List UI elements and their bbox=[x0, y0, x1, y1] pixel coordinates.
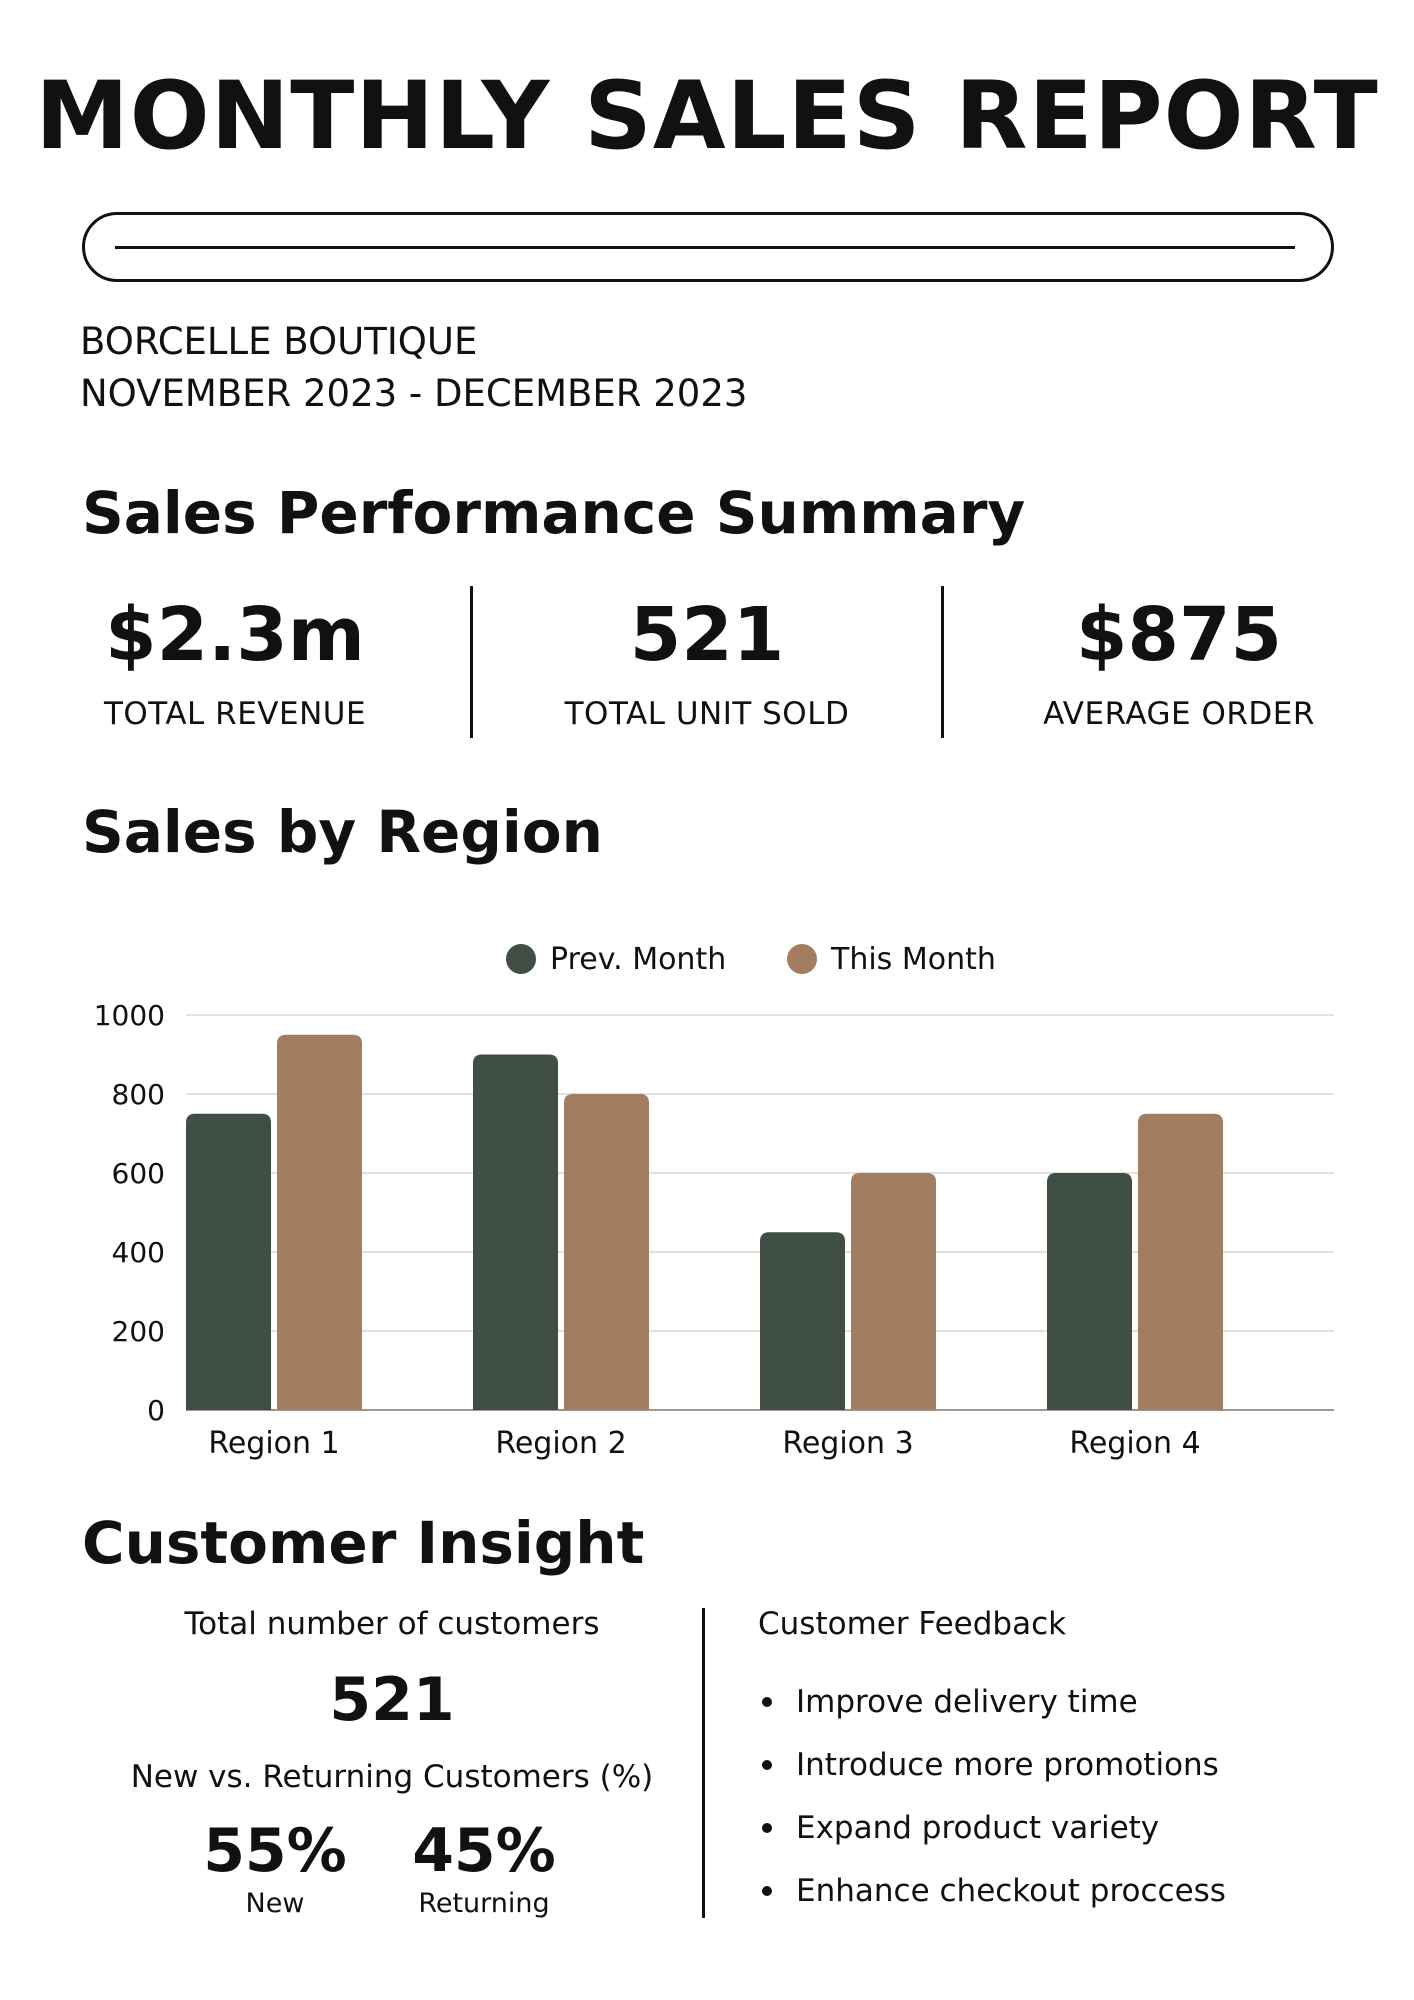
feedback-text: Improve delivery time bbox=[796, 1684, 1138, 1720]
sales-by-region-chart: 0 200 400 600 800 1000 Region 1 Region 2 Region … bbox=[94, 942, 1334, 1461]
kpi-label: TOTAL REVENUE bbox=[103, 696, 367, 732]
region-heading: Sales by Region bbox=[82, 798, 603, 866]
y-tick-label: 600 bbox=[112, 1157, 165, 1190]
feedback-text: Introduce more promotions bbox=[796, 1747, 1219, 1783]
bar-this-month bbox=[277, 1034, 362, 1410]
y-tick-label: 400 bbox=[112, 1236, 165, 1269]
y-tick-label: 1000 bbox=[94, 999, 165, 1032]
decorative-pill-line bbox=[115, 246, 1295, 249]
total-customers-label: Total number of customers bbox=[184, 1606, 600, 1642]
kpi-divider bbox=[941, 586, 944, 738]
insight-heading: Customer Insight bbox=[82, 1509, 645, 1577]
returning-customers-label: Returning bbox=[418, 1888, 550, 1919]
returning-customers-percent: 45% bbox=[412, 1816, 556, 1886]
new-customers-percent: 55% bbox=[203, 1816, 347, 1886]
kpi-value: $2.3m bbox=[105, 592, 365, 678]
kpi-total-units: 521 TOTAL UNIT SOLD bbox=[477, 590, 937, 734]
kpi-average-order: $875 AVERAGE ORDER bbox=[949, 590, 1409, 734]
legend-label: This Month bbox=[830, 942, 996, 977]
x-category-label: Region 3 bbox=[782, 1426, 913, 1461]
y-tick-label: 200 bbox=[112, 1315, 165, 1348]
returning-customers-stat: 45% Returning bbox=[384, 1815, 584, 1921]
report-title: MONTHLY SALES REPORT bbox=[35, 62, 1379, 171]
bullet-icon bbox=[762, 1886, 772, 1896]
bar-prev-month bbox=[186, 1113, 271, 1410]
decorative-pill-frame bbox=[82, 212, 1334, 282]
y-tick-label: 800 bbox=[112, 1078, 165, 1111]
report-period: NOVEMBER 2023 - DECEMBER 2023 bbox=[80, 372, 748, 415]
feedback-item: Expand product variety bbox=[758, 1808, 1226, 1871]
legend-label: Prev. Month bbox=[550, 942, 726, 977]
bar-this-month bbox=[564, 1094, 649, 1410]
summary-heading: Sales Performance Summary bbox=[82, 479, 1026, 547]
feedback-text: Enhance checkout proccess bbox=[796, 1873, 1226, 1909]
new-vs-returning-label: New vs. Returning Customers (%) bbox=[130, 1759, 654, 1795]
feedback-title: Customer Feedback bbox=[758, 1606, 1067, 1642]
x-category-label: Region 4 bbox=[1069, 1426, 1200, 1461]
kpi-total-revenue: $2.3m TOTAL REVENUE bbox=[5, 590, 465, 734]
bar-prev-month bbox=[760, 1232, 845, 1410]
feedback-text: Expand product variety bbox=[796, 1810, 1160, 1846]
feedback-item: Introduce more promotions bbox=[758, 1745, 1226, 1808]
bullet-icon bbox=[762, 1823, 772, 1833]
feedback-item: Improve delivery time bbox=[758, 1682, 1226, 1745]
bar-this-month bbox=[851, 1173, 936, 1410]
bar-prev-month bbox=[1047, 1173, 1132, 1410]
x-category-label: Region 1 bbox=[208, 1426, 339, 1461]
kpi-value: $875 bbox=[1076, 592, 1282, 678]
legend-swatch bbox=[787, 944, 817, 974]
new-customers-stat: 55% New bbox=[175, 1815, 375, 1921]
kpi-value: 521 bbox=[629, 592, 785, 678]
kpi-divider bbox=[470, 586, 473, 738]
new-customers-label: New bbox=[245, 1888, 305, 1919]
total-customers-value: 521 bbox=[329, 1665, 455, 1735]
bullet-icon bbox=[762, 1697, 772, 1707]
feedback-list: Improve delivery time Introduce more pro… bbox=[758, 1682, 1226, 1934]
company-name: BORCELLE BOUTIQUE bbox=[80, 320, 478, 363]
y-tick-label: 0 bbox=[147, 1394, 165, 1427]
insight-divider bbox=[702, 1608, 705, 1918]
legend-swatch bbox=[506, 944, 536, 974]
x-category-label: Region 2 bbox=[495, 1426, 626, 1461]
bar-this-month bbox=[1138, 1113, 1223, 1410]
kpi-label: AVERAGE ORDER bbox=[1043, 696, 1315, 732]
feedback-item: Enhance checkout proccess bbox=[758, 1871, 1226, 1934]
bullet-icon bbox=[762, 1760, 772, 1770]
kpi-label: TOTAL UNIT SOLD bbox=[564, 696, 850, 732]
bar-prev-month bbox=[473, 1054, 558, 1410]
